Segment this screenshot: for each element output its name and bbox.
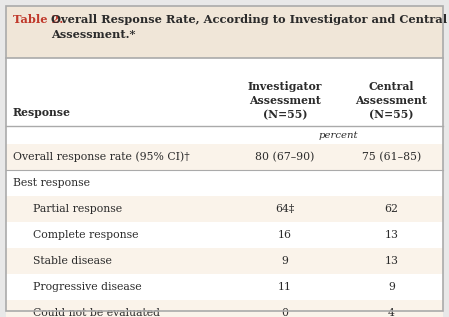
Bar bbox=[6, 196, 443, 222]
Text: Central
Assessment
(N=55): Central Assessment (N=55) bbox=[356, 81, 427, 120]
Text: Partial response: Partial response bbox=[33, 204, 122, 214]
Text: percent: percent bbox=[318, 131, 358, 139]
Bar bbox=[6, 144, 443, 170]
Bar bbox=[6, 170, 443, 196]
Text: 75 (61–85): 75 (61–85) bbox=[362, 152, 421, 162]
Bar bbox=[6, 274, 443, 300]
Text: Response: Response bbox=[13, 107, 71, 118]
Text: 16: 16 bbox=[278, 230, 292, 240]
Text: Table 2.: Table 2. bbox=[13, 14, 63, 25]
Text: 13: 13 bbox=[384, 230, 399, 240]
Text: Best response: Best response bbox=[13, 178, 90, 188]
Bar bbox=[6, 248, 443, 274]
Text: Investigator
Assessment
(N=55): Investigator Assessment (N=55) bbox=[248, 81, 322, 120]
Bar bbox=[6, 126, 443, 144]
Text: 11: 11 bbox=[278, 282, 292, 292]
Bar bbox=[6, 222, 443, 248]
Text: 9: 9 bbox=[282, 256, 288, 266]
Text: 9: 9 bbox=[388, 282, 395, 292]
Text: Overall response rate (95% CI)†: Overall response rate (95% CI)† bbox=[13, 152, 190, 162]
Text: Could not be evaluated: Could not be evaluated bbox=[33, 308, 160, 317]
Text: 80 (67–90): 80 (67–90) bbox=[255, 152, 315, 162]
Bar bbox=[6, 6, 443, 58]
Text: 13: 13 bbox=[384, 256, 399, 266]
Text: Complete response: Complete response bbox=[33, 230, 138, 240]
Text: Overall Response Rate, According to Investigator and Central
Assessment.*: Overall Response Rate, According to Inve… bbox=[51, 14, 447, 40]
Text: 64‡: 64‡ bbox=[275, 204, 295, 214]
Bar bbox=[6, 300, 443, 317]
Text: 0: 0 bbox=[282, 308, 289, 317]
Text: Progressive disease: Progressive disease bbox=[33, 282, 141, 292]
Text: 62: 62 bbox=[384, 204, 399, 214]
Bar bbox=[6, 58, 443, 126]
Text: 4: 4 bbox=[388, 308, 395, 317]
Text: Stable disease: Stable disease bbox=[33, 256, 112, 266]
